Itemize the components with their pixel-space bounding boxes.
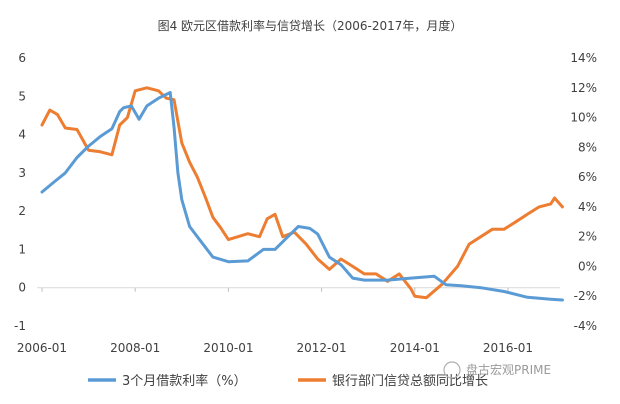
x-tick-label: 2012-01 bbox=[297, 341, 347, 355]
y-right-tick-label: 10% bbox=[570, 111, 597, 125]
legend: 3个月借款利率（%） 银行部门信贷总额同比增长 bbox=[88, 373, 488, 389]
legend-label: 银行部门信贷总额同比增长 bbox=[332, 374, 488, 389]
x-tick-label: 2008-01 bbox=[110, 341, 160, 355]
y-right-tick-label: 2% bbox=[578, 230, 597, 244]
watermark-text: 盘古宏观PRIME bbox=[466, 362, 551, 377]
y-right-tick-label: -2% bbox=[574, 289, 597, 303]
x-tick-label: 2016-01 bbox=[483, 341, 533, 355]
y-left-tick-label: 4 bbox=[18, 128, 26, 142]
series-line-credit-growth bbox=[40, 86, 564, 300]
y-left-tick-label: 5 bbox=[18, 89, 26, 103]
y-left-tick-label: 1 bbox=[18, 242, 26, 256]
chart-title: 图4 欧元区借款利率与信贷增长（2006-2017年，月度） bbox=[158, 18, 463, 33]
y-left-tick-label: 3 bbox=[18, 166, 26, 180]
y-left-tick-label: 6 bbox=[18, 51, 26, 65]
x-tick-label: 2006-01 bbox=[17, 341, 67, 355]
watermark: 盘古宏观PRIME bbox=[443, 361, 551, 379]
y-left-tick-label: -1 bbox=[14, 319, 26, 333]
legend-label: 3个月借款利率（%） bbox=[122, 373, 247, 389]
y-right-tick-label: 8% bbox=[578, 140, 597, 154]
y-right-tick-label: 6% bbox=[578, 170, 597, 184]
y-right-tick-label: 0% bbox=[578, 259, 597, 273]
y-right-tick-label: 14% bbox=[570, 51, 597, 65]
y-left-tick-label: 0 bbox=[18, 281, 26, 295]
series-group bbox=[40, 86, 564, 302]
watermark-icon bbox=[443, 361, 461, 379]
x-tick-label: 2010-01 bbox=[203, 341, 253, 355]
y-left-tick-label: 2 bbox=[18, 204, 26, 218]
y-right-tick-label: 12% bbox=[570, 81, 597, 95]
y-right-tick-label: -4% bbox=[574, 319, 597, 333]
y-right-tick-label: 4% bbox=[578, 200, 597, 214]
series-line-lending-rate bbox=[40, 91, 564, 302]
x-tick-label: 2014-01 bbox=[390, 341, 440, 355]
axes: 2006-01 2008-01 2010-01 2012-01 2014-01 2016-… bbox=[14, 51, 597, 355]
